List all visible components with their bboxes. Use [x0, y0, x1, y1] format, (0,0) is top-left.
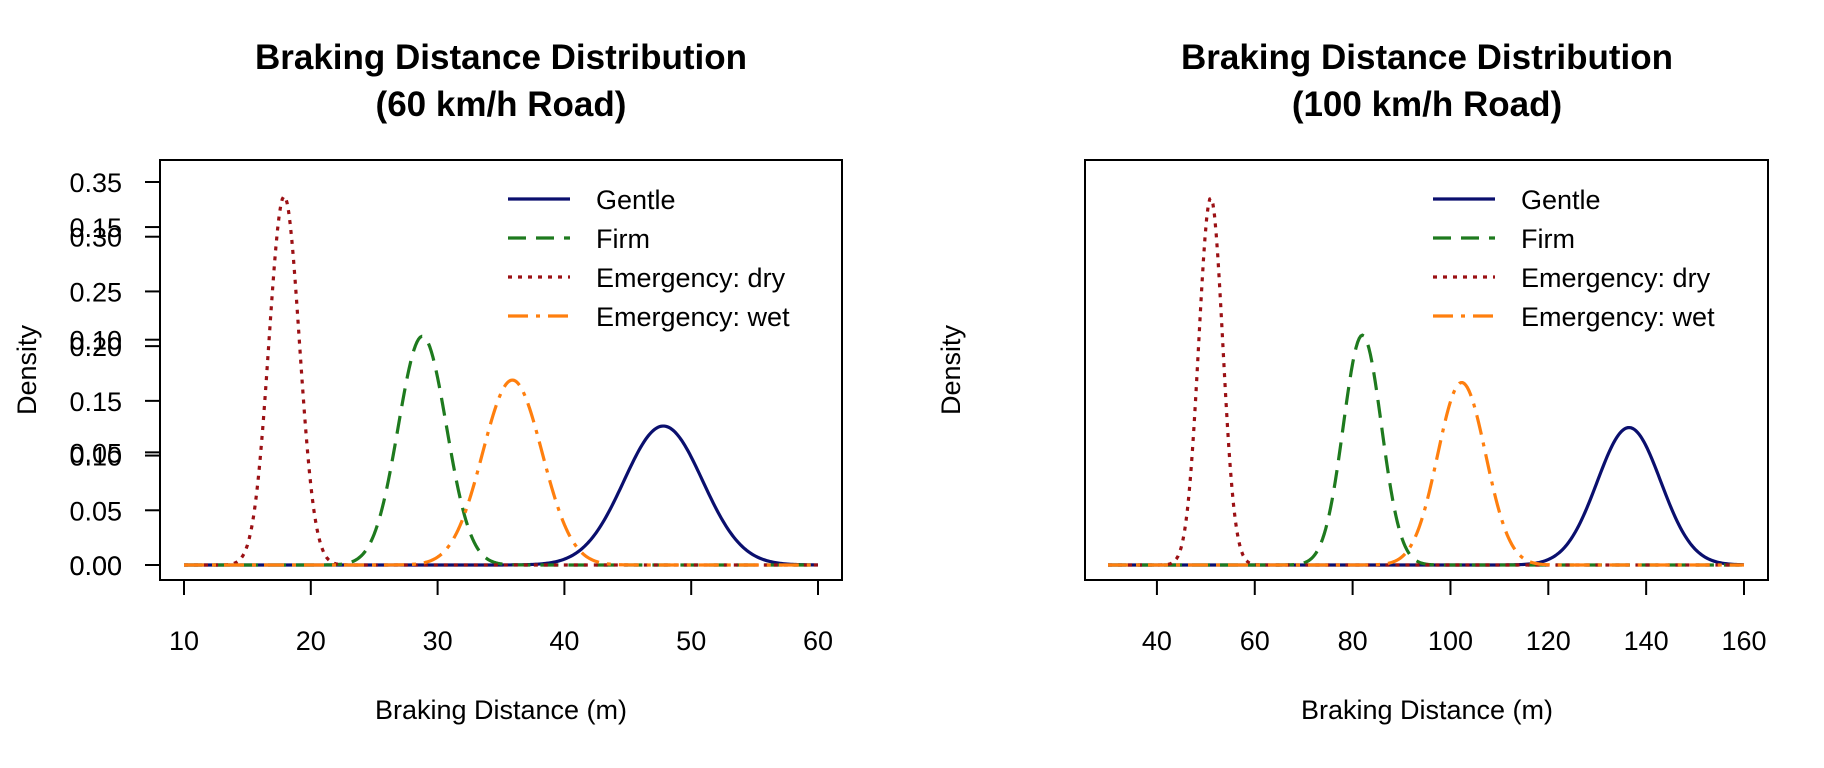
x-tick-label: 10 [169, 626, 199, 656]
x-tick-label: 160 [1721, 626, 1766, 656]
y-axis-label: Density [936, 324, 966, 415]
series-line-emergency-dry [184, 193, 818, 567]
legend-label: Gentle [1521, 185, 1601, 215]
x-tick-label: 100 [1428, 626, 1473, 656]
y-tick-label: 0.35 [69, 168, 122, 198]
x-tick-label: 40 [549, 626, 579, 656]
legend-label: Gentle [596, 185, 676, 215]
x-tick-label: 60 [1240, 626, 1270, 656]
y-tick-label: 0.00 [69, 551, 122, 581]
legend: Gentle Firm Emergency: dry Emergency: wet [1433, 185, 1715, 332]
legend-label: Emergency: dry [596, 263, 786, 293]
legend-label: Emergency: wet [596, 302, 790, 332]
chart-title-line-2: (100 km/h Road) [1292, 85, 1562, 124]
series-line-gentle [184, 424, 819, 567]
series-line-gentle [1108, 425, 1745, 567]
x-tick-label: 40 [1142, 626, 1172, 656]
x-tick-label: 120 [1526, 626, 1571, 656]
legend: Gentle Firm Emergency: dry Emergency: wet [508, 185, 790, 332]
series-line-emergency-wet [1108, 380, 1744, 567]
series-line-emergency-wet [184, 378, 818, 567]
x-tick-label: 60 [803, 626, 833, 656]
chart-title-line-1: Braking Distance Distribution [1181, 38, 1673, 77]
chart-panel-2: Braking Distance Distribution (100 km/h R… [69, 38, 1769, 725]
x-tick-label: 80 [1338, 626, 1368, 656]
chart-panel-1: Braking Distance Distribution (60 km/h Ro… [12, 38, 843, 725]
x-tick-label: 30 [423, 626, 453, 656]
y-tick-label: 0.15 [69, 387, 122, 417]
series-line-firm [184, 334, 818, 567]
plot-frame [159, 159, 843, 581]
x-axis-label: Braking Distance (m) [375, 695, 627, 725]
chart-title-line-2: (60 km/h Road) [376, 85, 627, 124]
legend-label: Emergency: wet [1521, 302, 1715, 332]
y-tick-label: 0.00 [69, 551, 122, 581]
y-tick-label: 0.10 [69, 442, 122, 472]
x-tick-label: 50 [676, 626, 706, 656]
legend-label: Firm [1521, 224, 1575, 254]
y-tick-label: 0.05 [69, 438, 122, 468]
legend-label: Firm [596, 224, 650, 254]
y-tick-label: 0.05 [69, 496, 122, 526]
x-tick-label: 140 [1624, 626, 1669, 656]
x-tick-label: 20 [296, 626, 326, 656]
chart-title-line-1: Braking Distance Distribution [255, 38, 747, 77]
legend-label: Emergency: dry [1521, 263, 1711, 293]
y-tick-label: 0.15 [69, 213, 122, 243]
y-tick-label: 0.30 [69, 223, 122, 253]
y-axis-label: Density [12, 324, 42, 415]
y-tick-label: 0.10 [69, 326, 122, 356]
y-tick-label: 0.25 [69, 277, 122, 307]
y-tick-label: 0.20 [69, 332, 122, 362]
x-axis-label: Braking Distance (m) [1301, 695, 1553, 725]
